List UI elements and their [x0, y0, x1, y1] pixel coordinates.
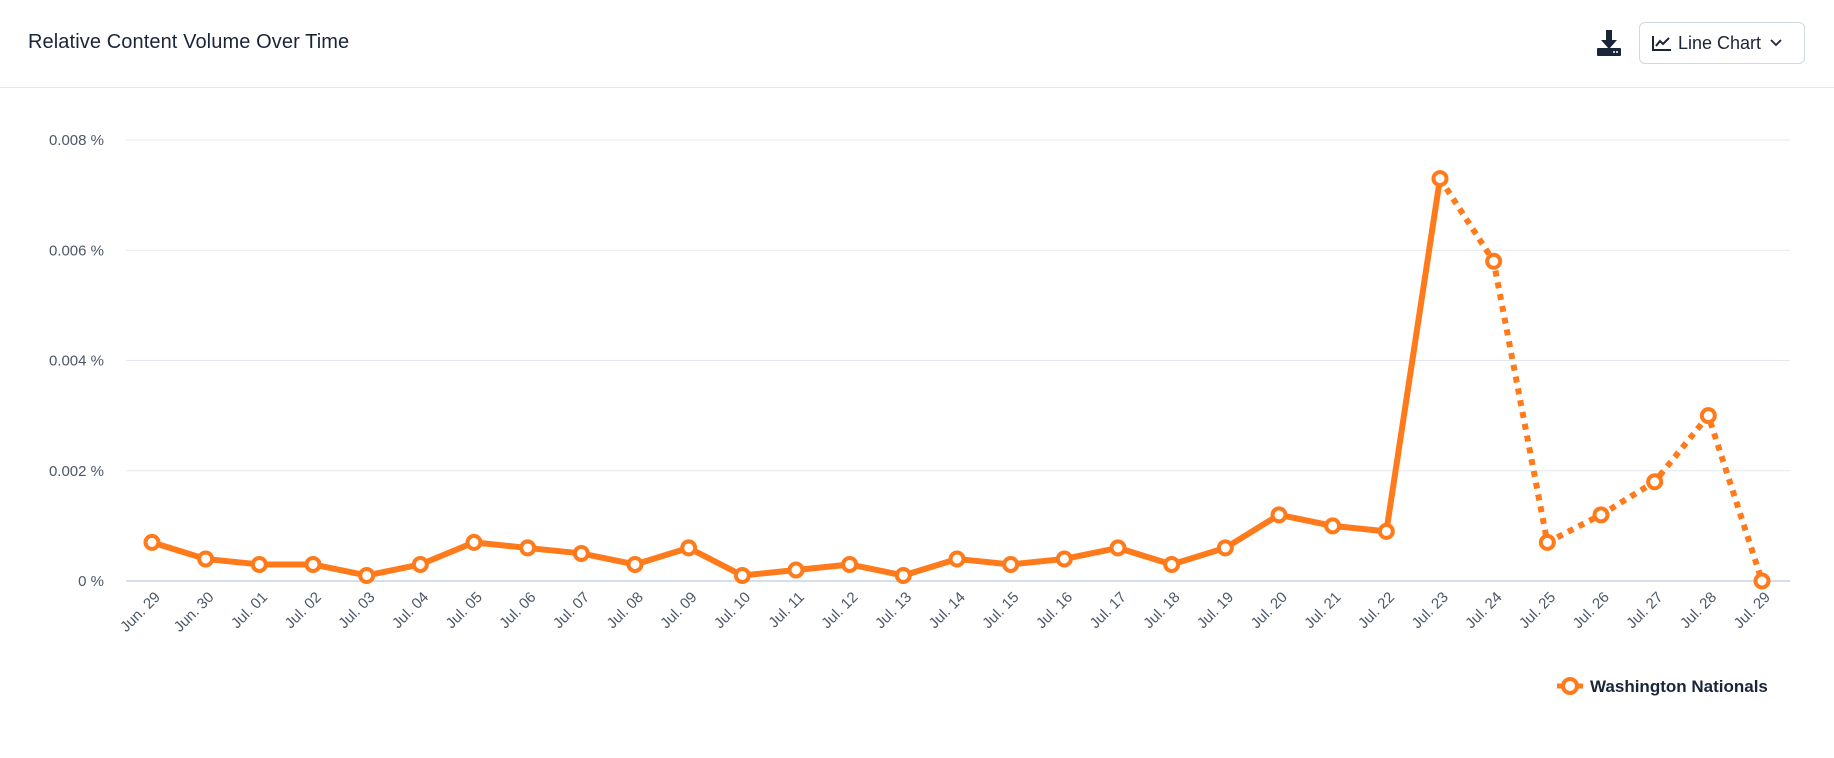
x-tick-label: Jul. 13 — [872, 589, 915, 632]
x-tick-label: Jul. 03 — [335, 589, 378, 632]
data-point[interactable] — [411, 555, 429, 573]
x-tick-label: Jul. 25 — [1516, 589, 1559, 632]
data-point[interactable] — [1163, 555, 1181, 573]
chart-area: 0 % 0.002 % 0.004 % 0.006 % 0.008 % Jun. 29 Ju… — [0, 88, 1834, 728]
y-tick-label: 0.006 % — [49, 242, 104, 259]
x-tick-label: Jul. 23 — [1409, 589, 1452, 632]
data-point[interactable] — [733, 566, 751, 584]
chart-type-label: Line Chart — [1678, 32, 1762, 53]
data-point[interactable] — [1324, 517, 1342, 535]
x-tick-label: Jul. 06 — [496, 589, 539, 632]
data-point[interactable] — [787, 561, 805, 579]
data-point[interactable] — [304, 555, 322, 573]
legend-marker[interactable] — [1561, 677, 1579, 695]
y-tick-label: 0.008 % — [49, 132, 104, 149]
legend-label[interactable]: Washington Nationals — [1590, 677, 1768, 696]
x-tick-label: Jul. 15 — [979, 589, 1022, 632]
x-tick-label: Jul. 16 — [1033, 589, 1076, 632]
data-point[interactable] — [1699, 407, 1717, 425]
data-point[interactable] — [1270, 506, 1288, 524]
data-point[interactable] — [197, 550, 215, 568]
data-point[interactable] — [948, 550, 966, 568]
y-tick-label: 0.002 % — [49, 463, 104, 480]
data-point[interactable] — [1431, 170, 1449, 188]
chevron-down-icon — [1770, 39, 1782, 47]
data-point[interactable] — [841, 555, 859, 573]
series-line-solid — [149, 175, 1443, 579]
data-point[interactable] — [519, 539, 537, 557]
x-tick-label: Jul. 18 — [1140, 589, 1183, 632]
y-tick-label: 0.004 % — [49, 353, 104, 370]
x-tick-label: Jun. 30 — [171, 589, 218, 636]
x-tick-label: Jul. 21 — [1301, 589, 1344, 632]
x-tick-label: Jul. 08 — [604, 589, 647, 632]
data-point[interactable] — [1538, 533, 1556, 551]
x-tick-label: Jul. 10 — [711, 589, 754, 632]
line-chart-icon — [1652, 36, 1671, 51]
x-tick-label: Jul. 19 — [1194, 589, 1237, 632]
data-point[interactable] — [894, 566, 912, 584]
x-tick-label: Jul. 22 — [1355, 589, 1398, 632]
data-point[interactable] — [143, 533, 161, 551]
x-tick-label: Jul. 11 — [765, 589, 807, 631]
data-point[interactable] — [680, 539, 698, 557]
data-point[interactable] — [1753, 572, 1771, 590]
x-tick-label: Jul. 24 — [1462, 589, 1505, 632]
x-tick-label: Jul. 05 — [443, 589, 486, 632]
line-chart: 0 %0.002 %0.004 %0.006 %0.008 %Jun. 29 Ju… — [49, 132, 1790, 696]
download-icon — [1597, 30, 1621, 56]
download-button[interactable] — [1594, 28, 1624, 58]
x-tick-label: Jul. 27 — [1623, 589, 1666, 632]
x-tick-label: Jul. 28 — [1677, 589, 1720, 632]
y-tick-label: 0 % — [78, 573, 104, 590]
data-point[interactable] — [465, 533, 483, 551]
x-tick-label: Jul. 07 — [550, 589, 593, 632]
data-point[interactable] — [1377, 522, 1395, 540]
data-point[interactable] — [1592, 506, 1610, 524]
data-point[interactable] — [250, 555, 268, 573]
x-tick-label: Jun. 29 — [117, 589, 164, 636]
data-point[interactable] — [1646, 473, 1664, 491]
data-point[interactable] — [626, 555, 644, 573]
x-tick-label: Jul. 29 — [1731, 589, 1774, 632]
chart-type-dropdown[interactable]: Line Chart — [1639, 22, 1805, 64]
x-tick-label: Jul. 17 — [1087, 589, 1130, 632]
x-tick-label: Jul. 04 — [389, 589, 432, 632]
data-point[interactable] — [1002, 555, 1020, 573]
x-tick-label: Jul. 02 — [282, 589, 325, 632]
chart-header: Relative Content Volume Over Time Line C… — [0, 0, 1834, 88]
chart-title: Relative Content Volume Over Time — [28, 31, 350, 53]
data-point[interactable] — [1216, 539, 1234, 557]
x-tick-label: Jul. 20 — [1248, 589, 1291, 632]
data-point[interactable] — [572, 544, 590, 562]
data-point[interactable] — [1055, 550, 1073, 568]
x-tick-label: Jul. 14 — [926, 589, 969, 632]
data-point[interactable] — [358, 566, 376, 584]
x-tick-label: Jul. 09 — [657, 589, 700, 632]
x-tick-label: Jul. 01 — [228, 589, 271, 632]
data-point[interactable] — [1109, 539, 1127, 557]
data-point[interactable] — [1485, 252, 1503, 270]
x-tick-label: Jul. 12 — [818, 589, 861, 632]
x-tick-label: Jul. 26 — [1570, 589, 1613, 632]
